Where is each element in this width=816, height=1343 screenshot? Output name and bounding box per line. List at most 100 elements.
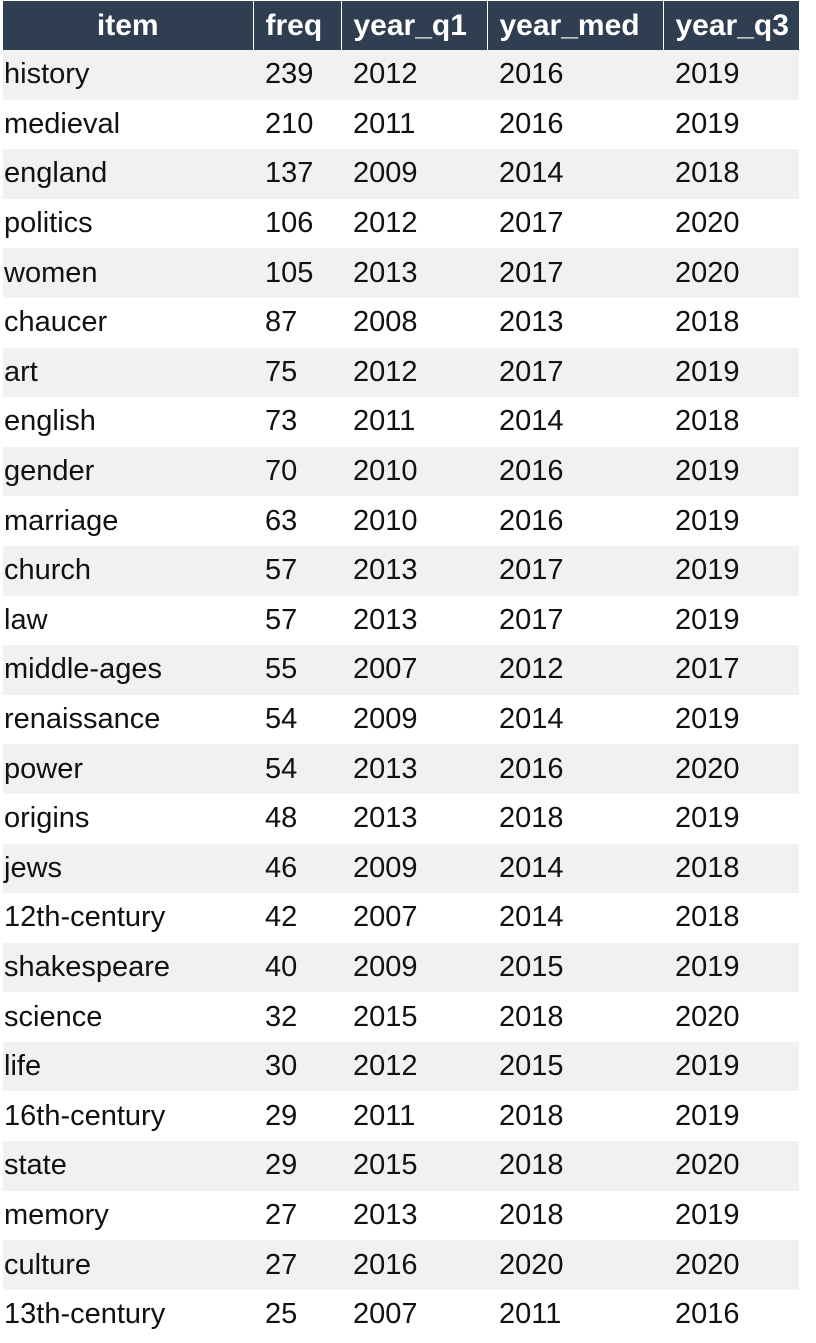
cell-year-q3: 2019 <box>663 446 799 497</box>
cell-year-q3: 2020 <box>663 1240 799 1290</box>
table-row: life 30 2012 2015 2019 <box>3 1041 799 1092</box>
table-row: state 29 2015 2018 2020 <box>3 1141 799 1191</box>
cell-year-q1: 2009 <box>341 149 487 199</box>
cell-year-med: 2014 <box>487 843 663 894</box>
table-row: women 105 2013 2017 2020 <box>3 248 799 298</box>
cell-year-q3: 2018 <box>663 843 799 894</box>
table-row: medieval 210 2011 2016 2019 <box>3 99 799 150</box>
data-table: item freq year_q1 year_med year_q3 histo… <box>3 1 799 1340</box>
cell-year-med: 2014 <box>487 149 663 199</box>
cell-freq: 30 <box>253 1041 341 1092</box>
column-header-freq: freq <box>253 1 342 50</box>
table-row: art 75 2012 2017 2019 <box>3 347 799 398</box>
cell-year-q3: 2018 <box>663 149 799 199</box>
cell-year-q3: 2020 <box>663 744 799 794</box>
cell-item: 12th-century <box>3 893 253 943</box>
cell-freq: 32 <box>253 992 341 1042</box>
cell-freq: 40 <box>253 942 341 993</box>
cell-item: 16th-century <box>3 1091 253 1142</box>
cell-year-med: 2017 <box>487 198 663 249</box>
cell-year-med: 2017 <box>487 248 663 298</box>
cell-year-med: 2018 <box>487 992 663 1042</box>
cell-year-med: 2018 <box>487 1141 663 1191</box>
cell-year-med: 2016 <box>487 744 663 794</box>
cell-year-q3: 2019 <box>663 942 799 993</box>
cell-year-q1: 2015 <box>341 992 487 1042</box>
cell-item: chaucer <box>3 297 253 348</box>
cell-year-q1: 2011 <box>341 99 487 150</box>
cell-year-q1: 2008 <box>341 297 487 348</box>
cell-year-med: 2020 <box>487 1240 663 1290</box>
cell-year-q3: 2019 <box>663 1190 799 1241</box>
table-row: law 57 2013 2017 2019 <box>3 595 799 646</box>
cell-year-med: 2018 <box>487 1091 663 1142</box>
cell-year-med: 2018 <box>487 1190 663 1241</box>
cell-year-q3: 2019 <box>663 99 799 150</box>
cell-year-q1: 2015 <box>341 1141 487 1191</box>
cell-year-q1: 2007 <box>341 645 487 695</box>
table-row: english 73 2011 2014 2018 <box>3 397 799 447</box>
table-row: history 239 2012 2016 2019 <box>3 50 799 100</box>
cell-year-med: 2016 <box>487 99 663 150</box>
cell-year-med: 2015 <box>487 942 663 993</box>
column-header-year-q1: year_q1 <box>341 1 488 50</box>
cell-year-q3: 2019 <box>663 1091 799 1142</box>
cell-item: women <box>3 248 253 298</box>
cell-year-q1: 2009 <box>341 942 487 993</box>
cell-year-q3: 2020 <box>663 992 799 1042</box>
table-row: gender 70 2010 2016 2019 <box>3 446 799 497</box>
cell-item: law <box>3 595 253 646</box>
table-header: item freq year_q1 year_med year_q3 <box>3 1 799 50</box>
cell-year-q1: 2009 <box>341 843 487 894</box>
cell-item: marriage <box>3 496 253 546</box>
cell-year-q3: 2016 <box>663 1289 799 1340</box>
cell-item: state <box>3 1141 253 1191</box>
table-row: marriage 63 2010 2016 2019 <box>3 496 799 546</box>
cell-freq: 55 <box>253 645 341 695</box>
cell-year-q3: 2020 <box>663 198 799 249</box>
cell-item: english <box>3 397 253 447</box>
cell-freq: 29 <box>253 1141 341 1191</box>
cell-item: 13th-century <box>3 1289 253 1340</box>
cell-item: medieval <box>3 99 253 150</box>
cell-year-q3: 2018 <box>663 297 799 348</box>
table-row: jews 46 2009 2014 2018 <box>3 843 799 894</box>
table-row: shakespeare 40 2009 2015 2019 <box>3 942 799 993</box>
cell-year-med: 2011 <box>487 1289 663 1340</box>
cell-year-q1: 2012 <box>341 1041 487 1092</box>
cell-year-med: 2017 <box>487 347 663 398</box>
table-row: 13th-century 25 2007 2011 2016 <box>3 1289 799 1340</box>
table-row: 16th-century 29 2011 2018 2019 <box>3 1091 799 1142</box>
cell-freq: 54 <box>253 694 341 745</box>
cell-item: politics <box>3 198 253 249</box>
cell-freq: 73 <box>253 397 341 447</box>
cell-year-med: 2015 <box>487 1041 663 1092</box>
table-row: power 54 2013 2016 2020 <box>3 744 799 794</box>
cell-year-q3: 2019 <box>663 545 799 596</box>
cell-item: origins <box>3 793 253 844</box>
cell-freq: 105 <box>253 248 341 298</box>
cell-year-q1: 2012 <box>341 50 487 100</box>
cell-year-q3: 2020 <box>663 248 799 298</box>
cell-freq: 27 <box>253 1190 341 1241</box>
cell-year-q1: 2011 <box>341 1091 487 1142</box>
cell-year-med: 2016 <box>487 50 663 100</box>
cell-year-med: 2012 <box>487 645 663 695</box>
cell-year-q1: 2010 <box>341 496 487 546</box>
cell-year-q1: 2011 <box>341 397 487 447</box>
cell-item: middle-ages <box>3 645 253 695</box>
cell-freq: 27 <box>253 1240 341 1290</box>
cell-year-q3: 2017 <box>663 645 799 695</box>
column-header-year-med: year_med <box>487 1 664 50</box>
table-row: renaissance 54 2009 2014 2019 <box>3 694 799 745</box>
cell-year-q1: 2007 <box>341 893 487 943</box>
cell-freq: 239 <box>253 50 341 100</box>
table-body: history 239 2012 2016 2019 medieval 210 2011 201… <box>3 50 799 1340</box>
cell-year-med: 2016 <box>487 496 663 546</box>
header-row: item freq year_q1 year_med year_q3 <box>3 1 799 50</box>
cell-year-med: 2017 <box>487 595 663 646</box>
cell-year-q3: 2020 <box>663 1141 799 1191</box>
cell-item: church <box>3 545 253 596</box>
table-row: science 32 2015 2018 2020 <box>3 992 799 1042</box>
cell-item: jews <box>3 843 253 894</box>
